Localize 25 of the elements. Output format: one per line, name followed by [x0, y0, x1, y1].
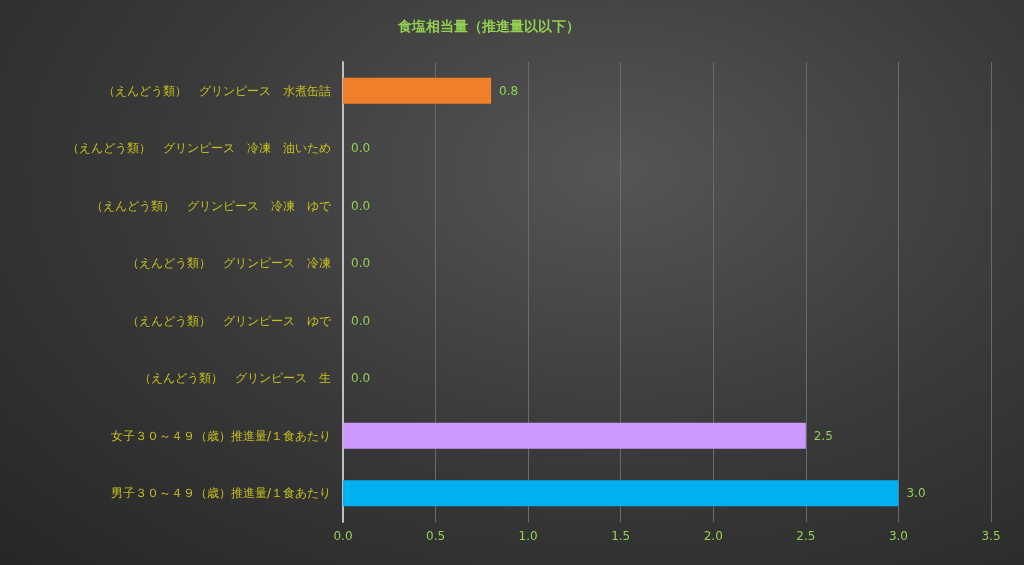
text: 3.5	[981, 529, 1001, 543]
text: 3.0	[888, 529, 908, 543]
text: 1.0	[518, 529, 538, 543]
data-label: 3.0	[906, 486, 926, 501]
y-tick-label: （えんどう類） グリンピース 水煮缶詰	[103, 83, 331, 98]
data-label: 0.0	[351, 198, 371, 213]
y-tick-label: 女子３０～４９（歳）推進量/１食あたり	[110, 428, 331, 443]
data-label: 0.0	[351, 313, 371, 328]
text: 2.0	[703, 529, 723, 543]
data-label: 0.0	[351, 141, 371, 156]
y-tick-label: （えんどう類） グリンピース 冷凍	[127, 256, 331, 271]
text: 0.0	[333, 529, 353, 543]
data-label: 0.0	[351, 371, 371, 386]
data-label: 2.5	[813, 428, 833, 443]
y-tick-label: （えんどう類） グリンピース 冷凍 ゆで	[91, 198, 332, 213]
text: 2.5	[796, 529, 816, 543]
y-tick-label: （えんどう類） グリンピース 冷凍 油いため	[67, 141, 331, 156]
data-label: 0.0	[351, 256, 371, 271]
text: 0.5	[426, 529, 446, 543]
text: 1.5	[611, 529, 631, 543]
data-label: 0.8	[499, 83, 519, 98]
y-tick-label: （えんどう類） グリンピース ゆで	[127, 313, 332, 328]
y-tick-label: （えんどう類） グリンピース 生	[139, 371, 331, 386]
y-tick-label: 男子３０～４９（歳）推進量/１食あたり	[110, 486, 331, 501]
chart-title: 食塩相当量（推進量以以下）	[397, 18, 580, 34]
